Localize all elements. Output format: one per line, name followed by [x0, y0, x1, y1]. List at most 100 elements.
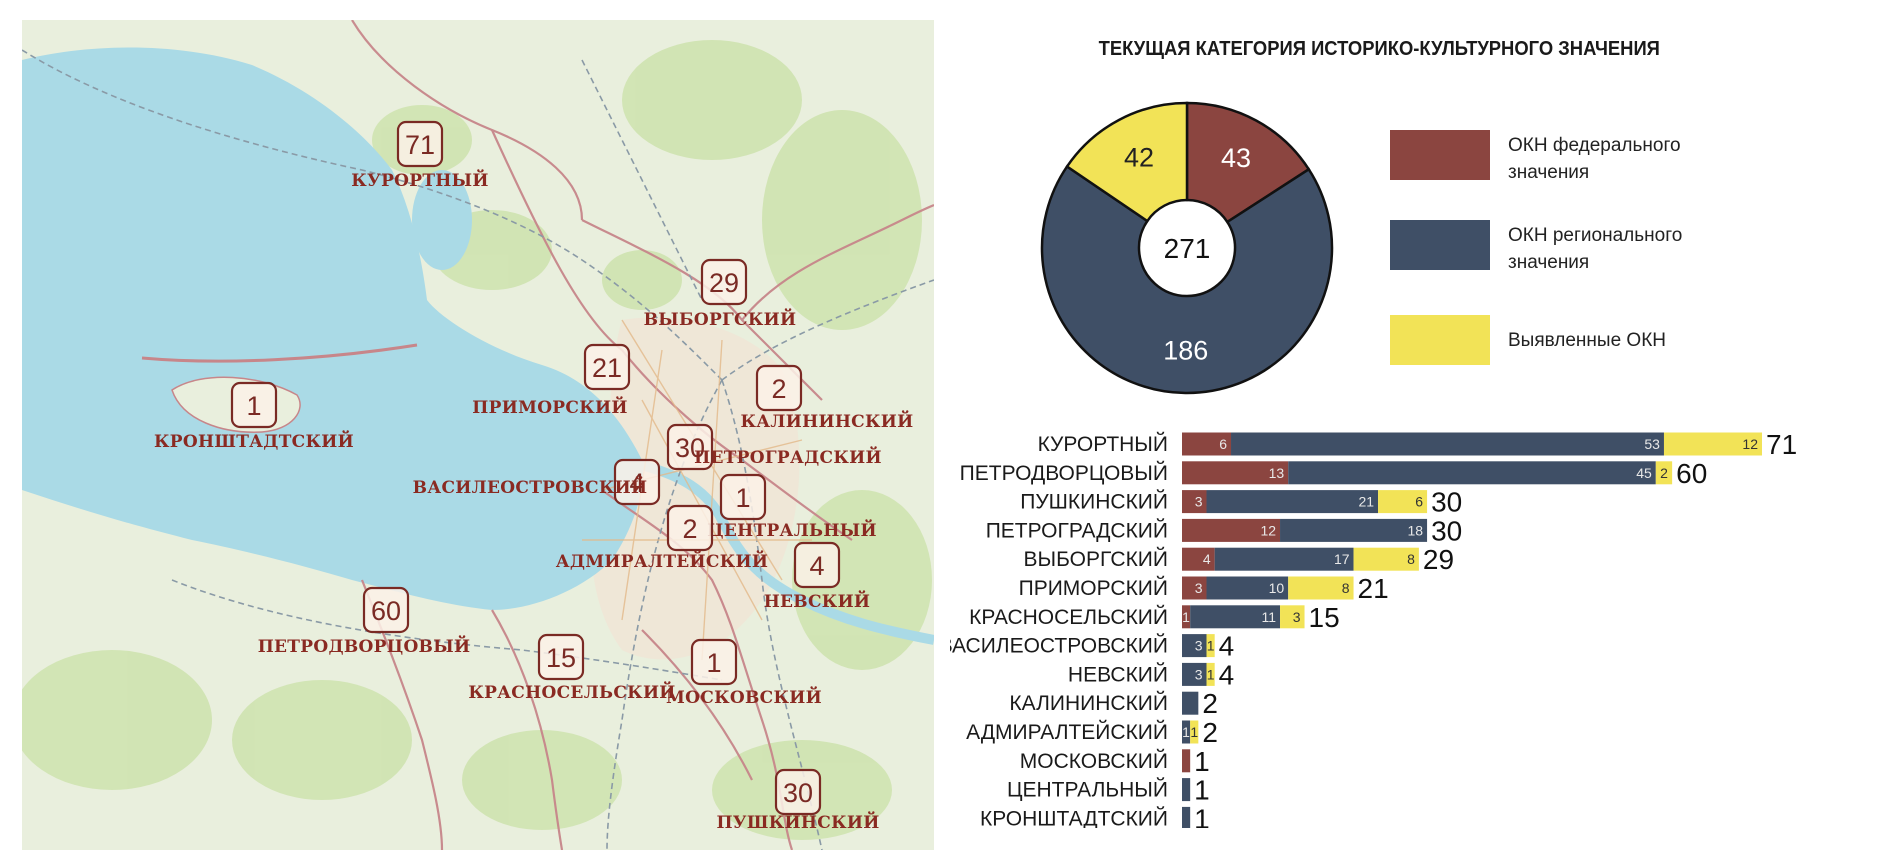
district-count: 1 [246, 391, 261, 421]
bar-total-label: 60 [1676, 458, 1707, 489]
bar-category-label: ПЕТРОГРАДСКИЙ [986, 518, 1168, 542]
district-count-box [774, 768, 822, 816]
chart-title: ТЕКУЩАЯ КАТЕГОРИЯ ИСТОРИКО-КУЛЬТУРНОГО З… [1098, 38, 1660, 60]
district-label: МОСКОВСКИЙ [666, 686, 822, 708]
bar-segment [1182, 518, 1281, 542]
bar-segment [1190, 605, 1281, 629]
bar-segment [1206, 662, 1215, 686]
bar-total-label: 15 [1309, 602, 1340, 633]
district-count: 1 [735, 483, 750, 513]
district-marker: 21 ПРИМОРСКИЙ [472, 343, 631, 418]
bar-row: КАЛИНИНСКИЙ 2 [1009, 688, 1218, 719]
legend-swatch [1390, 315, 1490, 365]
district-count-box [537, 633, 585, 681]
district-count: 71 [405, 130, 435, 160]
legend-label: Выявленные ОКН [1508, 327, 1708, 354]
bar-segment-label: 12 [1260, 522, 1276, 538]
bar-segment [1182, 461, 1289, 485]
bar-row: КРАСНОСЕЛЬСКИЙ 1 11 3 15 [969, 602, 1340, 633]
donut-slice-label: 42 [1124, 142, 1154, 172]
district-count: 2 [682, 514, 697, 544]
district-marker: 29 ВЫБОРГСКИЙ [644, 258, 797, 330]
bar-row: ПЕТРОГРАДСКИЙ 12 18 30 [986, 515, 1463, 546]
bar-segment-label: 4 [1203, 551, 1211, 567]
bar-segment-label: 6 [1415, 494, 1423, 510]
bar-segment [1182, 806, 1191, 828]
district-count-box [690, 638, 738, 686]
bar-total-label: 30 [1431, 487, 1462, 518]
bar-segment [1182, 662, 1207, 686]
bar-total-label: 1 [1194, 746, 1210, 777]
district-count: 21 [592, 353, 622, 383]
legend-label-line: значения [1508, 252, 1590, 273]
bar-segment [1182, 749, 1191, 773]
bar-category-label: АДМИРАЛТЕЙСКИЙ [966, 720, 1168, 744]
bar-total-label: 2 [1202, 717, 1218, 748]
map-water-lake [412, 170, 472, 270]
bar-segment-label: 10 [1269, 580, 1285, 596]
bar-segment-label: 3 [1195, 580, 1203, 596]
bar-segment-label: 13 [1269, 465, 1285, 481]
district-label: ВЫБОРГСКИЙ [644, 308, 797, 330]
bar-segment [1378, 490, 1428, 514]
bar-total-label: 2 [1202, 688, 1218, 719]
district-label: КАЛИНИНСКИЙ [740, 410, 913, 432]
district-count: 4 [629, 468, 644, 498]
donut-slice [1185, 101, 1311, 224]
district-label: ПУШКИНСКИЙ [716, 811, 879, 833]
legend-label-line: ОКН регионального [1508, 225, 1683, 246]
bar-segment-label: 1 [1182, 724, 1190, 740]
bar-category-label: КАЛИНИНСКИЙ [1009, 691, 1168, 715]
district-count: 15 [546, 643, 576, 673]
bar-total-label: 1 [1194, 775, 1210, 806]
donut-slice [1065, 101, 1189, 223]
district-label: ЦЕНТРАЛЬНЫЙ [707, 519, 877, 541]
map-dam [141, 343, 418, 363]
legend-label-line: ОКН федерального [1508, 135, 1681, 156]
district-label: ВАСИЛЕОСТРОВСКИЙ [413, 476, 648, 498]
bar-segment [1288, 576, 1354, 600]
map-district-markers: 71КУРОРТНЫЙ29ВЫБОРГСКИЙ21ПРИМОРСКИЙ2КАЛИ… [154, 120, 913, 833]
bar-segment-label: 2 [1660, 465, 1668, 481]
district-label: КРАСНОСЕЛЬСКИЙ [468, 681, 675, 703]
bar-segment [1663, 432, 1762, 456]
district-count-box [755, 364, 803, 412]
district-count: 60 [371, 596, 401, 626]
bar-category-label: ВЫБОРГСКИЙ [1024, 547, 1169, 571]
donut-slice [1040, 164, 1334, 395]
bar-segment [1206, 576, 1289, 600]
bar-row: КУРОРТНЫЙ 6 53 12 71 [1038, 429, 1798, 460]
bar-segment [1231, 432, 1664, 456]
donut-slice-label: 186 [1163, 335, 1208, 365]
district-count: 4 [809, 551, 824, 581]
bar-row: ПУШКИНСКИЙ 3 21 6 30 [1020, 487, 1462, 518]
bar-segment-label: 12 [1742, 436, 1758, 452]
bar-category-label: НЕВСКИЙ [1068, 662, 1168, 686]
bar-category-label: ПЕТРОДВОРЦОВЫЙ [960, 461, 1168, 485]
donut-chart: 43 186 42 271 [1040, 101, 1334, 395]
district-count-box [666, 423, 714, 471]
bar-segment [1206, 634, 1215, 658]
district-marker: 15 КРАСНОСЕЛЬСКИЙ [468, 633, 675, 703]
district-label: ПРИМОРСКИЙ [472, 396, 627, 418]
bar-segment-label: 6 [1219, 436, 1227, 452]
district-count: 30 [675, 433, 705, 463]
bar-segment [1280, 605, 1305, 629]
bar-segment [1182, 576, 1207, 600]
legend-label-line: значения [1508, 162, 1590, 183]
district-count: 29 [709, 268, 739, 298]
bar-segment-label: 11 [1261, 609, 1276, 625]
bar-segment [1206, 490, 1379, 514]
bar-category-label: ПРИМОРСКИЙ [1019, 576, 1168, 600]
bar-row: ВЫБОРГСКИЙ 4 17 8 29 [1024, 544, 1455, 575]
map-river-neva [620, 455, 934, 645]
district-label: ПЕТРОДВОРЦОВЫЙ [258, 635, 471, 657]
district-count-box [230, 381, 278, 429]
bar-segment-label: 53 [1644, 436, 1660, 452]
bar-segment-label: 3 [1195, 666, 1203, 682]
district-count-box [362, 586, 410, 634]
bar-segment-label: 21 [1358, 494, 1374, 510]
district-count: 1 [706, 648, 721, 678]
bar-segment [1182, 778, 1191, 802]
